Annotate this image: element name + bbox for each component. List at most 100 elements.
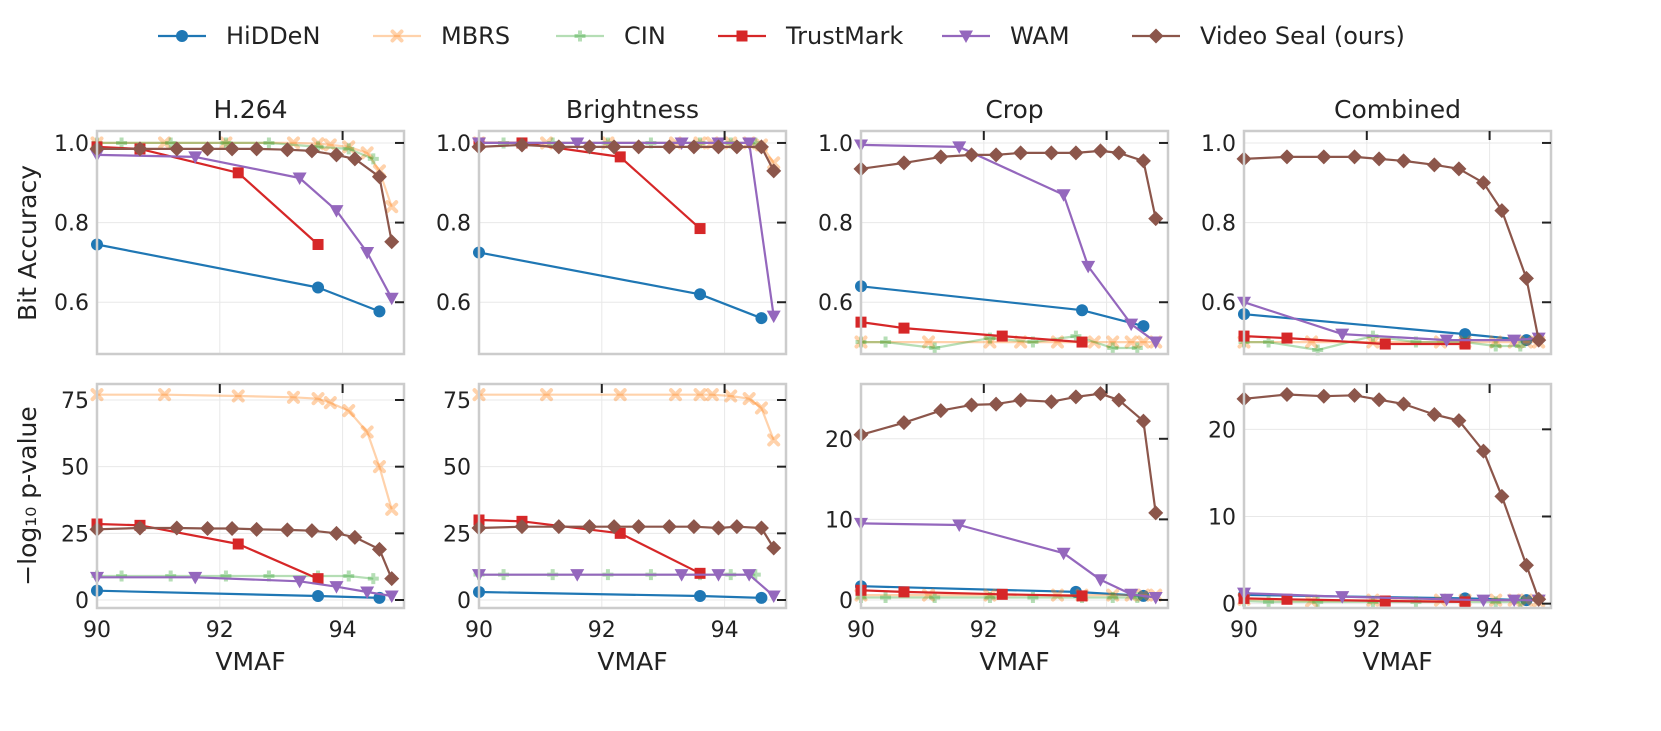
data-point: [1092, 386, 1108, 402]
panel-title: Brightness: [566, 95, 699, 124]
series-video-seal-ours: [1236, 149, 1547, 348]
series-wam: [90, 149, 399, 306]
series-wam: [1237, 296, 1546, 348]
panel-title: Combined: [1334, 95, 1461, 124]
data-point: [694, 590, 707, 602]
panels: H.264 0.6 0.8 1.0 Brightness 0.6 0.8 1.0 Crop 0.6…: [54, 95, 1553, 676]
data-point: [1070, 330, 1082, 342]
series-hidden: [91, 238, 386, 318]
y-axis-label-pvalue: −log₁₀ p-value: [13, 406, 42, 586]
data-point: [1507, 334, 1522, 348]
y-tick-label: 0: [1222, 593, 1236, 618]
y-tick-label: 20: [1208, 418, 1236, 443]
data-point: [165, 137, 177, 149]
series-wam: [854, 517, 1163, 605]
data-point: [342, 404, 356, 418]
axes-frame: [477, 129, 788, 356]
data-point: [1135, 413, 1151, 429]
data-point: [231, 389, 245, 403]
y-tick-label: 0.8: [818, 212, 853, 237]
data-point: [1459, 328, 1472, 341]
series-wam: [472, 137, 781, 324]
x-tick-label: 90: [847, 618, 875, 643]
data-point: [1106, 335, 1120, 349]
data-point: [249, 521, 265, 537]
data-point: [116, 137, 128, 149]
data-point: [766, 163, 782, 179]
legend-label: MBRS: [441, 22, 510, 50]
data-point: [661, 519, 677, 535]
legend-marker-trustmark: [736, 30, 748, 42]
data-point: [1316, 149, 1332, 165]
series-line: [860, 143, 1157, 343]
series-video-seal-ours: [471, 519, 782, 556]
data-point: [286, 390, 300, 404]
data-point: [929, 592, 941, 604]
data-point: [1014, 335, 1028, 349]
data-point: [360, 425, 374, 439]
data-point: [613, 388, 627, 402]
data-point: [1131, 592, 1143, 604]
data-point: [1451, 161, 1467, 177]
data-point: [1426, 157, 1442, 173]
x-tick-label: 90: [465, 618, 493, 643]
data-point: [373, 305, 386, 318]
data-point: [952, 519, 967, 533]
data-point: [328, 525, 344, 541]
legend-label: HiDDeN: [226, 22, 320, 50]
data-point: [1056, 547, 1071, 561]
legend-marker-wam: [959, 30, 973, 43]
x-tick-label: 90: [83, 618, 111, 643]
data-point: [898, 586, 910, 598]
y-tick-label: 10: [825, 508, 853, 533]
data-point: [694, 567, 706, 579]
y-tick-label: 0.6: [436, 291, 471, 316]
x-tick-label: 90: [1230, 618, 1258, 643]
data-point: [570, 569, 585, 582]
series-line: [1243, 597, 1466, 603]
data-point: [724, 389, 738, 403]
data-point: [551, 139, 567, 155]
panel-brightness: Brightness 0.6 0.8 1.0: [436, 95, 788, 356]
series-line: [96, 522, 319, 580]
series-hidden: [473, 586, 768, 604]
data-point: [1148, 211, 1164, 227]
gridlines: [478, 131, 786, 354]
axes-frame: [859, 382, 1170, 610]
data-point: [606, 139, 622, 155]
data-point: [224, 521, 240, 537]
data-point: [1135, 153, 1151, 169]
data-point: [292, 575, 307, 589]
data-point: [1476, 594, 1491, 608]
data-point: [1148, 592, 1163, 605]
data-point: [169, 520, 185, 536]
data-point: [384, 234, 400, 250]
data-point: [116, 570, 128, 582]
data-point: [1518, 557, 1534, 573]
data-point: [983, 588, 997, 602]
panel-pvalue-0: 0 25 50 75 90 92 94 VMAF: [61, 382, 406, 676]
data-point: [710, 520, 726, 536]
y-tick-label: 0.8: [436, 212, 471, 237]
data-point: [755, 591, 768, 604]
plot-area: [471, 136, 782, 325]
y-tick-label: 50: [443, 456, 471, 481]
data-point: [710, 139, 726, 155]
data-point: [1124, 318, 1139, 332]
data-point: [1514, 340, 1526, 352]
data-point: [1507, 594, 1522, 608]
panel-title: H.264: [213, 95, 287, 124]
data-point: [1111, 145, 1127, 161]
data-point: [224, 141, 240, 157]
series-line: [860, 589, 1083, 597]
data-point: [754, 401, 768, 415]
data-point: [263, 137, 275, 149]
series-line: [860, 321, 1083, 344]
series-line: [97, 147, 393, 242]
plot-area: [471, 388, 782, 604]
legend-marker-hidden: [176, 30, 188, 42]
y-tick-label: 1.0: [54, 132, 89, 157]
legend-entry-cin: CIN: [556, 22, 666, 50]
plot-area: [853, 139, 1164, 354]
data-point: [880, 336, 892, 348]
